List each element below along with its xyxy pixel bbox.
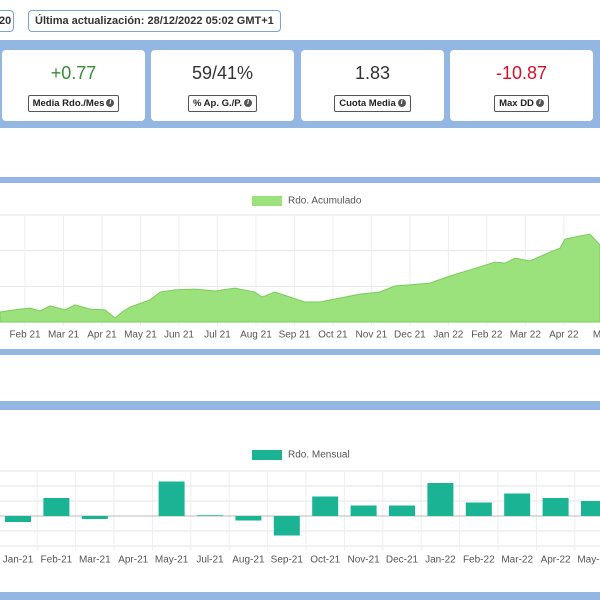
stat-value: 1.83 [354, 63, 391, 83]
last-update: Última actualización: 28/12/2022 05:02 G… [28, 10, 281, 32]
info-icon: i [397, 99, 406, 108]
stat-value: 59/41% [191, 63, 254, 83]
bar [43, 498, 70, 516]
info-icon: i [106, 99, 115, 108]
x-tick-label: Feb-21 [41, 555, 73, 566]
bar [465, 502, 492, 516]
stat-label-text: Cuota Media [339, 98, 396, 109]
x-tick-label: Dec 21 [394, 330, 426, 341]
stat-label: Cuota Media i [334, 95, 411, 112]
legend-label: Rdo. Mensual [288, 450, 350, 461]
badge: 20 [0, 10, 14, 32]
x-tick-label: Nov 21 [356, 330, 388, 341]
info-icon: i [535, 99, 544, 108]
stat-label: % Ap. G./P. i [187, 95, 258, 112]
x-tick-label: Jan-21 [3, 555, 34, 566]
info-icon: i [244, 99, 253, 108]
legend-swatch [252, 450, 282, 460]
x-tick-label: Feb-22 [463, 555, 495, 566]
x-tick-label: Jun 21 [164, 330, 194, 341]
x-tick-label: Aug 21 [240, 330, 272, 341]
legend-label: Rdo. Acumulado [288, 196, 362, 207]
stat-card: +0.77 Media Rdo./Mes i [2, 50, 145, 121]
x-tick-label: Feb 21 [9, 330, 41, 341]
bar [350, 505, 377, 516]
bar [158, 481, 185, 516]
stat-value: -10.87 [495, 63, 548, 83]
x-tick-label: Oct-21 [310, 555, 340, 566]
x-tick-label: May-21 [155, 555, 189, 566]
x-tick-label: Jul-21 [196, 555, 224, 566]
x-tick-label: Sep-21 [271, 555, 304, 566]
bar [427, 483, 454, 516]
x-tick-label: Apr-21 [118, 555, 148, 566]
chart-accumulated: Feb 21 Mar 21 Apr 21 May 21 Jun 21 Jul 21 Aug … [0, 196, 600, 341]
x-tick-label: Apr 22 [549, 330, 579, 341]
bar [81, 516, 108, 519]
bar [273, 516, 300, 536]
x-tick-label: Mar 21 [48, 330, 80, 341]
x-tick-label: Apr-22 [541, 555, 571, 566]
x-tick-label: Jan-22 [425, 555, 456, 566]
x-tick-label: Mar 22 [510, 330, 542, 341]
stat-label: Max DD i [494, 95, 549, 112]
x-tick-label: May [593, 330, 600, 341]
bar [581, 501, 600, 516]
legend-swatch [252, 196, 282, 206]
bar [235, 516, 262, 521]
x-tick-label: Jul 21 [204, 330, 231, 341]
x-tick-label: Aug-21 [232, 555, 265, 566]
area [0, 233, 600, 323]
x-tick-label: May-22 [577, 555, 600, 566]
stat-card: 1.83 Cuota Media i [301, 50, 444, 121]
bar [504, 493, 531, 516]
divider [0, 349, 600, 355]
x-tick-label: Apr 21 [87, 330, 117, 341]
divider [0, 592, 600, 600]
x-tick-label: Feb 22 [471, 330, 503, 341]
x-tick-label: Mar-21 [79, 555, 111, 566]
x-tick-label: Sep 21 [279, 330, 311, 341]
x-tick-label: Jan 22 [433, 330, 463, 341]
stat-card: -10.87 Max DD i [450, 50, 593, 121]
x-tick-label: Oct 21 [318, 330, 348, 341]
stat-card: 59/41% % Ap. G./P. i [151, 50, 294, 121]
stat-value: +0.77 [50, 63, 97, 83]
chart-monthly: Jan-21 Feb-21 Mar-21 Apr-21 May-21 Jul-21 Aug-… [0, 450, 600, 566]
bar [5, 516, 31, 522]
bar [197, 515, 223, 516]
stat-label-text: Max DD [499, 98, 534, 109]
bar [542, 498, 569, 516]
bar [312, 496, 339, 516]
bar [389, 505, 415, 516]
stat-label-text: % Ap. G./P. [192, 98, 243, 109]
divider [0, 401, 600, 410]
x-tick-label: Nov-21 [347, 555, 380, 566]
x-tick-label: Mar-22 [501, 555, 533, 566]
stat-label-text: Media Rdo./Mes [32, 98, 105, 109]
stat-label: Media Rdo./Mes i [27, 95, 120, 112]
x-tick-label: Dec-21 [386, 555, 419, 566]
x-tick-label: May 21 [124, 330, 157, 341]
divider [0, 177, 600, 183]
